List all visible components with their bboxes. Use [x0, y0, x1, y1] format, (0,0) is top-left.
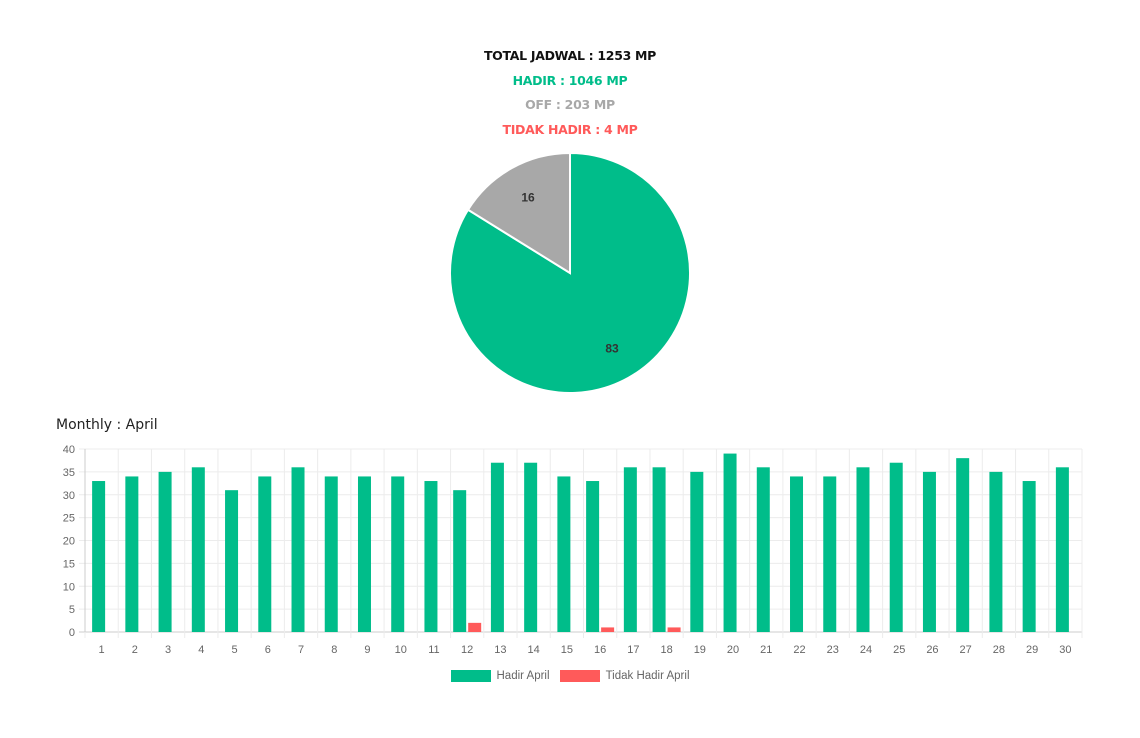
x-tick-label: 12 — [461, 644, 473, 656]
x-tick-label: 2 — [132, 644, 138, 656]
bar-hadir-28[interactable] — [989, 471, 1003, 632]
bar-hadir-14[interactable] — [524, 462, 538, 632]
bar-hadir-29[interactable] — [1022, 481, 1036, 632]
y-tick-label: 5 — [69, 604, 75, 616]
x-tick-label: 1 — [99, 644, 105, 656]
bar-hadir-8[interactable] — [324, 476, 338, 632]
bar-tidak-hadir-12[interactable] — [468, 622, 482, 632]
x-tick-label: 19 — [694, 644, 706, 656]
bar-hadir-24[interactable] — [856, 467, 870, 632]
bar-hadir-12[interactable] — [453, 490, 467, 632]
x-tick-label: 25 — [893, 644, 905, 656]
x-tick-label: 11 — [428, 644, 439, 656]
bar-hadir-21[interactable] — [756, 467, 770, 632]
bar-hadir-2[interactable] — [125, 476, 139, 632]
bar-tidak-hadir-18[interactable] — [667, 627, 681, 632]
bar-chart-legend: Hadir April Tidak Hadir April — [0, 670, 1140, 682]
y-tick-label: 40 — [63, 444, 75, 456]
bar-hadir-25[interactable] — [889, 462, 903, 632]
pie-data-label-hadir: 83 — [605, 342, 619, 356]
bar-hadir-5[interactable] — [225, 490, 239, 632]
x-tick-label: 22 — [793, 644, 805, 656]
y-tick-label: 25 — [63, 513, 75, 525]
bar-hadir-26[interactable] — [922, 471, 936, 632]
bar-tidak-hadir-16[interactable] — [601, 627, 615, 632]
x-tick-label: 15 — [561, 644, 573, 656]
legend-item-tidak-hadir[interactable]: Tidak Hadir April — [559, 670, 690, 682]
x-tick-label: 20 — [727, 644, 739, 656]
x-tick-label: 8 — [331, 644, 337, 656]
bar-hadir-10[interactable] — [391, 476, 405, 632]
x-tick-label: 6 — [265, 644, 271, 656]
monthly-title: Monthly : April — [56, 417, 158, 433]
y-tick-label: 0 — [69, 627, 75, 639]
x-tick-label: 29 — [1026, 644, 1038, 656]
bar-hadir-18[interactable] — [652, 467, 666, 632]
legend-label-hadir: Hadir April — [496, 670, 550, 682]
y-tick-label: 30 — [63, 490, 75, 502]
off-label: OFF : 203 MP — [525, 97, 615, 112]
x-tick-label: 17 — [627, 644, 639, 656]
tidak-hadir-label: TIDAK HADIR : 4 MP — [502, 121, 638, 137]
y-tick-label: 15 — [63, 558, 75, 570]
pie-chart: 83 16 — [449, 151, 691, 394]
x-tick-label: 13 — [494, 644, 506, 656]
bar-hadir-22[interactable] — [790, 476, 804, 632]
x-tick-label: 21 — [760, 644, 772, 656]
x-tick-label: 30 — [1059, 644, 1071, 656]
x-tick-label: 16 — [594, 644, 606, 656]
summary-stats: TOTAL JADWAL : 1253 MP HADIR : 1046 MP O… — [0, 44, 1140, 142]
bar-hadir-19[interactable] — [690, 471, 704, 632]
bar-hadir-3[interactable] — [158, 471, 172, 632]
total-jadwal-label: TOTAL JADWAL : 1253 MP — [483, 48, 657, 63]
x-tick-label: 27 — [960, 644, 972, 656]
bar-hadir-9[interactable] — [357, 476, 371, 632]
x-tick-label: 26 — [926, 644, 938, 656]
bar-hadir-4[interactable] — [191, 467, 205, 632]
pie-data-label-off: 16 — [521, 190, 535, 204]
y-tick-label: 20 — [63, 536, 75, 548]
x-tick-label: 28 — [993, 644, 1005, 656]
bar-hadir-27[interactable] — [956, 458, 970, 632]
bar-hadir-11[interactable] — [424, 481, 438, 632]
x-tick-label: 3 — [165, 644, 171, 656]
legend-label-tidak-hadir: Tidak Hadir April — [605, 670, 690, 682]
x-tick-label: 23 — [827, 644, 839, 656]
x-tick-label: 24 — [860, 644, 872, 656]
bar-hadir-1[interactable] — [92, 481, 106, 632]
legend-item-hadir[interactable]: Hadir April — [450, 670, 550, 682]
x-tick-label: 10 — [395, 644, 407, 656]
x-tick-label: 5 — [231, 644, 237, 656]
bar-hadir-13[interactable] — [490, 462, 504, 632]
x-tick-label: 7 — [298, 644, 304, 656]
hadir-label: HADIR : 1046 MP — [512, 72, 628, 88]
bar-hadir-23[interactable] — [823, 476, 837, 632]
bar-hadir-16[interactable] — [586, 481, 600, 632]
x-tick-label: 18 — [660, 644, 672, 656]
bar-hadir-30[interactable] — [1055, 467, 1069, 632]
bar-hadir-15[interactable] — [557, 476, 571, 632]
bar-hadir-17[interactable] — [623, 467, 637, 632]
y-tick-label: 10 — [63, 581, 75, 593]
pie-slice-off[interactable] — [466, 151, 571, 275]
y-tick-label: 35 — [63, 467, 75, 479]
legend-swatch-hadir — [450, 670, 491, 682]
legend-swatch-tidak-hadir — [559, 670, 600, 682]
x-tick-label: 14 — [528, 644, 540, 656]
x-tick-label: 9 — [364, 644, 370, 656]
x-tick-label: 4 — [198, 644, 204, 656]
bar-hadir-20[interactable] — [723, 453, 737, 632]
bar-hadir-6[interactable] — [258, 476, 272, 632]
bar-hadir-7[interactable] — [291, 467, 305, 632]
